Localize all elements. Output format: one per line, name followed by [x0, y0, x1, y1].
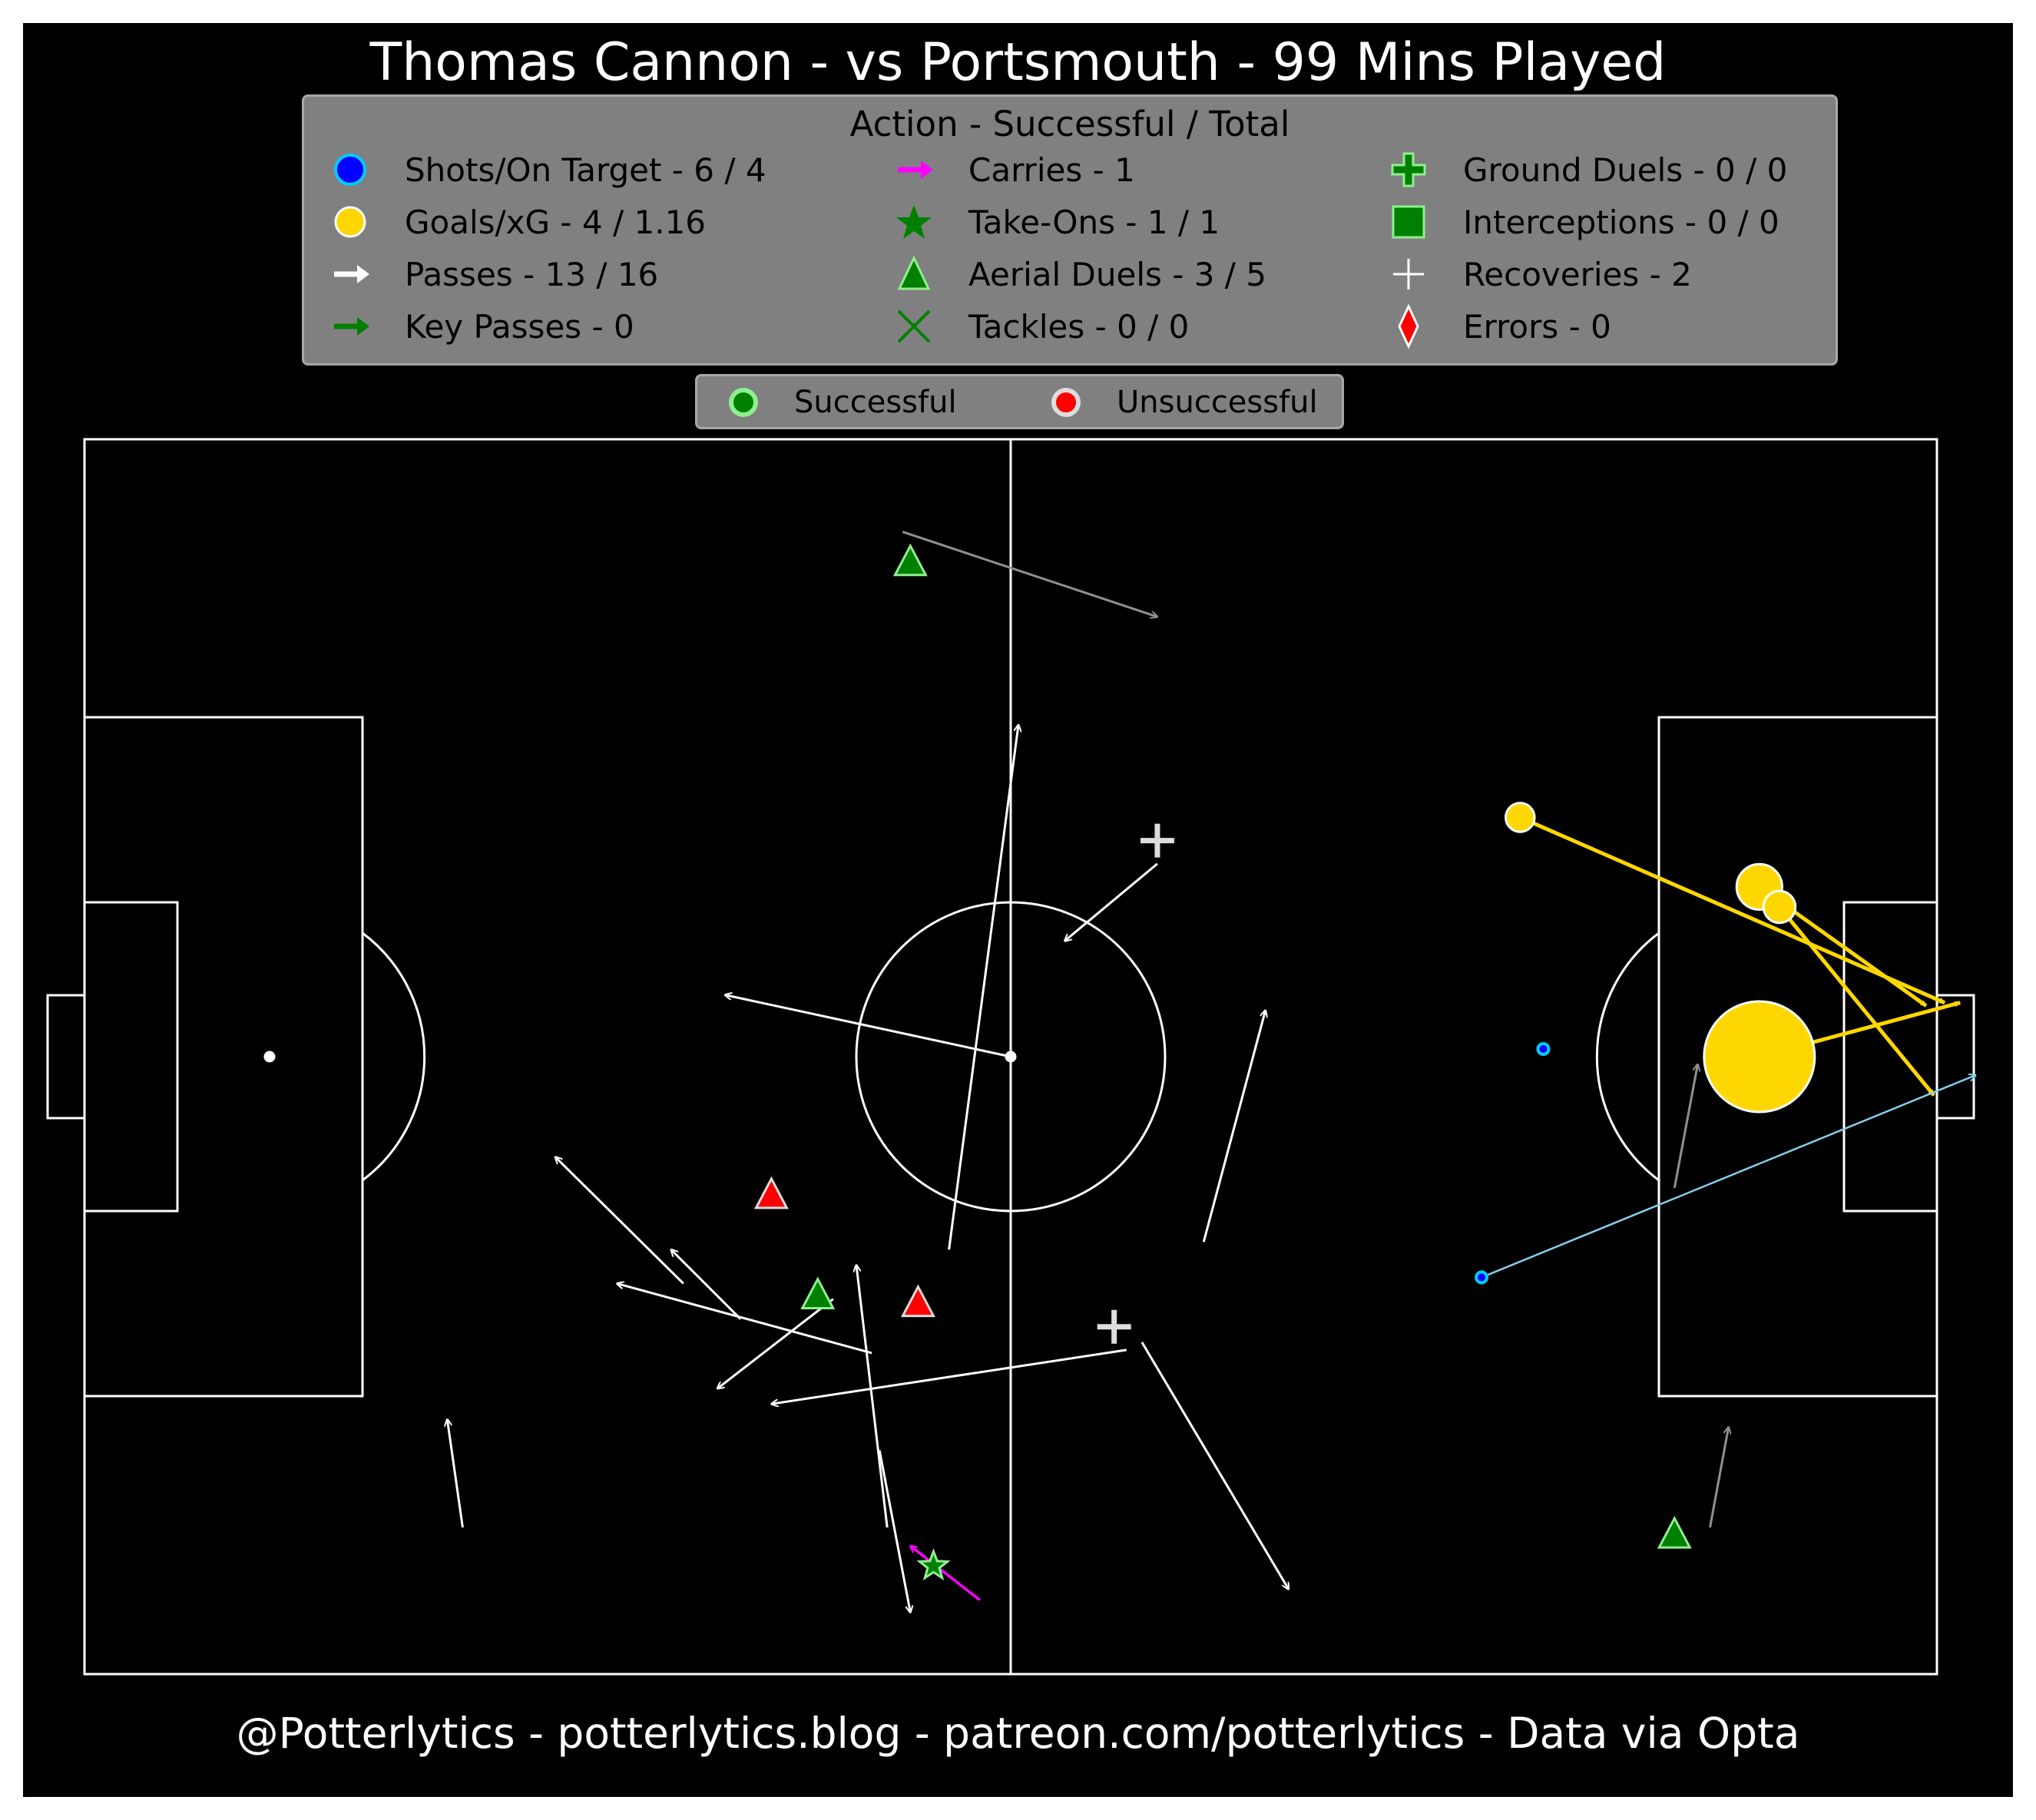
- blue-circle-icon: [334, 154, 366, 186]
- outcome-legend-successful: Successful: [720, 379, 957, 425]
- legend-item-goals: Goals/xG - 4 / 1.16: [323, 199, 706, 245]
- left-penalty-arc: [362, 932, 426, 1182]
- pass-arrow: [948, 725, 1018, 1250]
- left-goal: [46, 994, 86, 1120]
- legend-item-ground-duels: Ground Duels - 0 / 0: [1382, 147, 1787, 193]
- carry-arrow: [910, 1546, 981, 1601]
- legend-label-goals: Goals/xG - 4 / 1.16: [405, 203, 707, 241]
- white-arrow-icon: [334, 265, 369, 283]
- red-diamond-icon: [1398, 303, 1419, 349]
- goal-marker: [1505, 802, 1536, 833]
- pitch-lines: [46, 438, 1975, 1676]
- green-triangle-icon: [897, 255, 931, 290]
- aerial-duel-won-marker: [1657, 1515, 1692, 1549]
- legend-label-recoveries: Recoveries - 2: [1463, 255, 1692, 293]
- legend-item-passes: Passes - 13 / 16: [323, 251, 658, 297]
- legend-item-interceptions: Interceptions - 0 / 0: [1382, 199, 1779, 245]
- aerial-duel-lost-marker: [900, 1284, 935, 1318]
- legend-label-key-passes: Key Passes - 0: [405, 307, 634, 346]
- pass-arrow: [856, 1265, 889, 1528]
- legend-label-passes: Passes - 13 / 16: [405, 255, 659, 293]
- pass-arrow: [878, 1450, 910, 1613]
- pass-arrow: [725, 995, 1011, 1058]
- failed-pass-arrow: [1673, 1064, 1697, 1189]
- legend-label-take-ons: Take-Ons - 1 / 1: [968, 203, 1220, 241]
- pass-arrow: [447, 1419, 464, 1528]
- red-dot-icon: [1051, 388, 1081, 417]
- left-six-yard-box: [83, 901, 179, 1213]
- legend-label-carries: Carries - 1: [968, 151, 1135, 189]
- legend-label-interceptions: Interceptions - 0 / 0: [1463, 203, 1779, 241]
- shot-path: [1778, 905, 1935, 1097]
- green-star-icon: [896, 205, 932, 239]
- outcome-legend: Successful Unsuccessful: [695, 374, 1344, 429]
- figure-frame: Thomas Cannon - vs Portsmouth - 99 Mins …: [23, 23, 2013, 1797]
- legend-item-key-passes: Key Passes - 0: [323, 303, 634, 349]
- magenta-arrow-icon: [898, 160, 933, 179]
- goal-marker: [1762, 889, 1797, 925]
- pitch-chart: [46, 438, 2013, 1676]
- legend-item-aerial-duels: Aerial Duels - 3 / 5: [887, 251, 1266, 297]
- legend-label-errors: Errors - 0: [1463, 307, 1611, 346]
- shot-marker: [1475, 1270, 1489, 1285]
- shot-path: [1519, 816, 1946, 1004]
- aerial-duel-won-marker: [800, 1276, 836, 1310]
- right-six-yard-box: [1842, 901, 1938, 1213]
- pass-arrow: [1140, 1342, 1289, 1590]
- green-arrow-icon: [334, 317, 369, 336]
- failed-pass-arrow: [902, 531, 1157, 617]
- legend-item-tackles: Tackles - 0 / 0: [887, 303, 1189, 349]
- footer-credit: @Potterlytics - potterlytics.blog - patr…: [236, 1709, 1800, 1758]
- legend-label-ground-duels: Ground Duels - 0 / 0: [1463, 151, 1788, 189]
- gold-circle-icon: [334, 206, 366, 238]
- legend-item-take-ons: Take-Ons - 1 / 1: [887, 199, 1220, 245]
- legend-item-recoveries: Recoveries - 2: [1382, 251, 1692, 297]
- chart-title: Thomas Cannon - vs Portsmouth - 99 Mins …: [369, 32, 1667, 93]
- centre-circle: [855, 901, 1167, 1213]
- legend-label-aerial-duels: Aerial Duels - 3 / 5: [968, 255, 1267, 293]
- white-plus-icon: [1393, 259, 1424, 290]
- right-goal: [1935, 994, 1975, 1120]
- pass-arrow: [555, 1157, 684, 1285]
- pass-arrow: [1064, 862, 1158, 941]
- right-penalty-arc: [1595, 932, 1660, 1182]
- legend-label-shots: Shots/On Target - 6 / 4: [405, 151, 766, 189]
- pass-arrow: [617, 1283, 872, 1355]
- aerial-duel-lost-marker: [753, 1176, 789, 1209]
- action-legend: Action - Successful / Total Shots/On Tar…: [302, 94, 1838, 366]
- pass-arrow: [717, 1298, 834, 1389]
- legend-item-errors: Errors - 0: [1382, 303, 1611, 349]
- event-marks: [447, 531, 1975, 1613]
- legend-label-tackles: Tackles - 0 / 0: [968, 307, 1190, 346]
- pass-arrow: [771, 1348, 1127, 1404]
- left-penalty-area: [83, 716, 364, 1398]
- outcome-successful-label: Successful: [794, 385, 957, 420]
- legend-item-carries: Carries - 1: [887, 147, 1135, 193]
- outcome-legend-unsuccessful: Unsuccessful: [1043, 379, 1318, 425]
- pass-arrow: [671, 1249, 742, 1320]
- green-dot-icon: [729, 388, 758, 417]
- green-x-icon: [897, 309, 931, 343]
- shot-path: [1481, 1075, 1975, 1279]
- shot-marker: [1536, 1041, 1551, 1056]
- green-square-icon: [1392, 205, 1425, 239]
- goal-marker: [1703, 1000, 1816, 1114]
- legend-title: Action - Successful / Total: [849, 104, 1290, 144]
- take-on-marker: [916, 1548, 951, 1581]
- green-plus-icon: [1391, 152, 1426, 187]
- legend-item-shots: Shots/On Target - 6 / 4: [323, 147, 766, 193]
- failed-pass-arrow: [1709, 1427, 1729, 1528]
- outcome-unsuccessful-label: Unsuccessful: [1117, 385, 1318, 420]
- aerial-duel-won-marker: [892, 543, 928, 577]
- left-penalty-spot: [263, 1051, 276, 1063]
- pass-arrow: [1202, 1011, 1265, 1243]
